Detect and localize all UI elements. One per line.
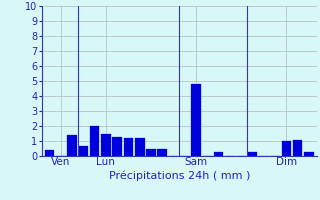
Bar	[67, 135, 77, 156]
Bar	[146, 148, 156, 156]
Bar	[157, 148, 167, 156]
Bar	[135, 138, 145, 156]
Bar	[112, 137, 122, 156]
Bar	[78, 146, 88, 156]
Bar	[304, 152, 314, 156]
Bar	[293, 140, 302, 156]
Bar	[45, 150, 54, 156]
Bar	[214, 152, 223, 156]
X-axis label: Précipitations 24h ( mm ): Précipitations 24h ( mm )	[108, 170, 250, 181]
Bar	[248, 152, 257, 156]
Bar	[90, 126, 100, 156]
Bar	[124, 138, 133, 156]
Bar	[191, 84, 201, 156]
Bar	[282, 141, 291, 156]
Bar	[101, 134, 111, 156]
